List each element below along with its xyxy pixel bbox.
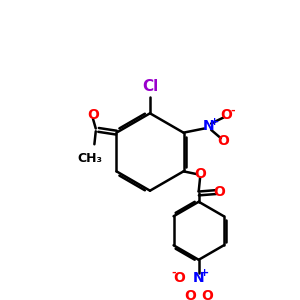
Text: +: + [200,268,209,278]
Text: -: - [230,105,235,115]
Text: -: - [172,268,176,278]
Text: N: N [193,271,205,285]
Text: +: + [210,117,219,127]
Text: O: O [184,289,196,300]
Text: O: O [87,108,99,122]
Text: Cl: Cl [142,79,158,94]
Text: N: N [202,119,214,133]
Text: O: O [220,108,232,122]
Text: O: O [194,167,206,181]
Text: O: O [201,289,213,300]
Text: O: O [173,271,185,285]
Text: CH₃: CH₃ [78,152,103,165]
Text: O: O [214,185,225,199]
Text: O: O [218,134,230,148]
